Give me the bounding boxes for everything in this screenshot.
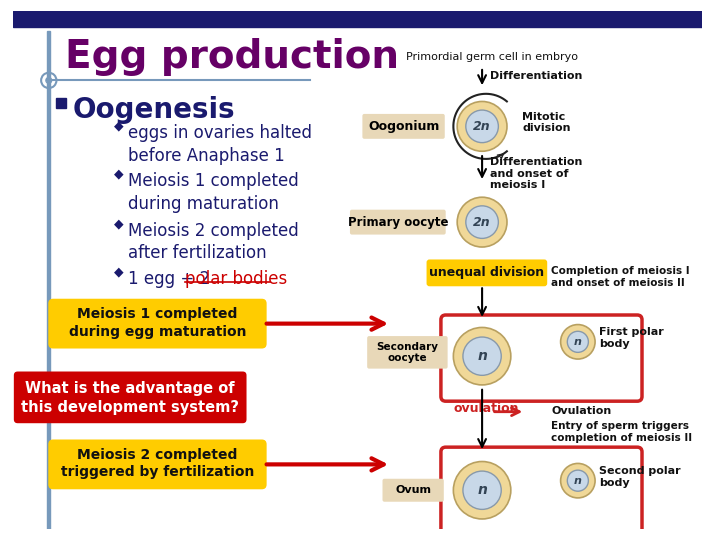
FancyBboxPatch shape: [441, 315, 642, 401]
FancyBboxPatch shape: [426, 259, 547, 286]
FancyBboxPatch shape: [48, 299, 266, 348]
Circle shape: [454, 462, 510, 519]
Text: Meiosis 2 completed
triggered by fertilization: Meiosis 2 completed triggered by fertili…: [60, 448, 254, 480]
Bar: [56, 98, 66, 108]
Text: unequal division: unequal division: [429, 266, 544, 279]
Text: ◆: ◆: [114, 265, 124, 278]
Text: n: n: [574, 476, 582, 485]
Text: Egg production: Egg production: [65, 38, 399, 76]
Text: ◆: ◆: [114, 120, 124, 133]
Bar: [48, 31, 50, 529]
FancyBboxPatch shape: [382, 479, 444, 502]
Text: Primordial germ cell in embryo: Primordial germ cell in embryo: [405, 52, 577, 62]
Circle shape: [466, 110, 498, 143]
Text: Ovum: Ovum: [395, 485, 431, 495]
Circle shape: [567, 470, 588, 491]
Text: ovulation: ovulation: [454, 402, 519, 415]
Text: First polar
body: First polar body: [599, 327, 664, 349]
Text: ◆: ◆: [114, 217, 124, 231]
Circle shape: [466, 206, 498, 238]
FancyBboxPatch shape: [350, 210, 446, 234]
Text: Ovulation: Ovulation: [551, 406, 611, 416]
Circle shape: [454, 327, 510, 385]
Bar: [13, 11, 702, 27]
FancyBboxPatch shape: [14, 372, 246, 423]
Text: Differentiation: Differentiation: [490, 71, 582, 81]
Text: n: n: [477, 483, 487, 497]
Text: Secondary
oocyte: Secondary oocyte: [377, 342, 438, 363]
Text: eggs in ovaries halted
before Anaphase 1: eggs in ovaries halted before Anaphase 1: [127, 124, 312, 165]
FancyBboxPatch shape: [48, 440, 266, 489]
Text: Meiosis 1 completed
during maturation: Meiosis 1 completed during maturation: [127, 172, 299, 213]
Text: 2n: 2n: [473, 215, 491, 228]
FancyBboxPatch shape: [362, 114, 445, 139]
Text: Oogenesis: Oogenesis: [72, 96, 235, 124]
Text: Completion of meiosis I
and onset of meiosis II: Completion of meiosis I and onset of mei…: [551, 266, 690, 288]
Circle shape: [463, 337, 501, 375]
FancyBboxPatch shape: [367, 336, 448, 369]
Text: 1 egg + 2: 1 egg + 2: [127, 270, 215, 288]
Text: Oogonium: Oogonium: [368, 120, 439, 133]
Text: Second polar
body: Second polar body: [599, 466, 680, 488]
Circle shape: [463, 471, 501, 509]
Text: What is the advantage of
this development system?: What is the advantage of this developmen…: [21, 381, 239, 415]
Circle shape: [561, 463, 595, 498]
FancyBboxPatch shape: [441, 447, 642, 535]
Text: polar bodies: polar bodies: [185, 270, 287, 288]
Text: n: n: [574, 337, 582, 347]
Circle shape: [561, 325, 595, 359]
Text: n: n: [477, 349, 487, 363]
Text: Entry of sperm triggers
completion of meiosis II: Entry of sperm triggers completion of me…: [551, 421, 692, 443]
Circle shape: [457, 102, 507, 151]
Text: Meiosis 1 completed
during egg maturation: Meiosis 1 completed during egg maturatio…: [68, 307, 246, 339]
Text: Meiosis 2 completed
after fertilization: Meiosis 2 completed after fertilization: [127, 222, 299, 262]
Circle shape: [567, 331, 588, 353]
Circle shape: [457, 197, 507, 247]
Text: Mitotic
division: Mitotic division: [522, 112, 571, 133]
Text: 2n: 2n: [473, 120, 491, 133]
Text: ◆: ◆: [114, 167, 124, 180]
Text: Primary oocyte: Primary oocyte: [348, 215, 448, 228]
Text: Differentiation
and onset of
meiosis I: Differentiation and onset of meiosis I: [490, 157, 582, 190]
